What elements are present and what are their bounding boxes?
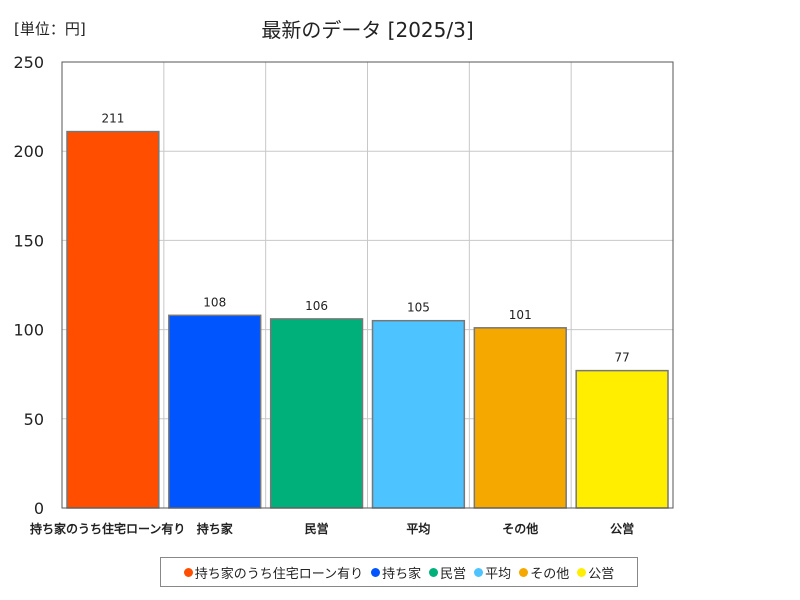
data-label: 106: [305, 299, 328, 313]
y-tick-label: 250: [13, 53, 44, 72]
x-tick-label: その他: [502, 521, 538, 536]
bar-2: [269, 318, 364, 509]
x-tick-label: 公営: [610, 521, 634, 536]
x-tick-label: 持ち家: [197, 521, 234, 536]
data-label: 77: [614, 351, 629, 365]
data-label: 101: [509, 308, 532, 322]
x-axis: 持ち家のうち住宅ローン有り 持ち家 民営 平均 その他 公営: [30, 521, 634, 536]
y-tick-label: 50: [24, 410, 44, 429]
bar-3: [371, 319, 466, 509]
legend-label: 平均: [485, 566, 512, 582]
legend-swatch: [371, 567, 381, 577]
y-tick-label: 0: [34, 499, 44, 518]
bar-5: [575, 369, 669, 509]
bar-4: [473, 327, 567, 509]
legend-label: その他: [530, 566, 570, 582]
legend-item: 民営: [429, 563, 466, 582]
legend: 持ち家のうち住宅ローン有り 持ち家 民営 平均 その他 公営: [160, 557, 638, 587]
legend-swatch: [519, 567, 529, 577]
x-tick-label: 持ち家のうち住宅ローン有り: [30, 521, 185, 536]
unit-label: [単位：円]: [14, 20, 86, 38]
legend-label: 持ち家: [382, 566, 422, 582]
bar-1: [168, 314, 262, 509]
y-tick-label: 150: [13, 231, 44, 250]
legend-label: 持ち家のうち住宅ローン有り: [194, 566, 364, 582]
y-tick-label: 100: [13, 321, 44, 340]
chart-title: 最新のデータ [2025/3]: [261, 18, 474, 42]
legend-label: 公営: [588, 566, 615, 582]
data-label: 105: [407, 301, 430, 315]
x-tick-label: 民営: [305, 521, 329, 536]
y-axis: 0 50 100 150 200 250: [13, 53, 44, 518]
legend-swatch: [183, 567, 193, 577]
legend-swatch: [429, 567, 439, 577]
legend-item: その他: [519, 563, 569, 582]
data-label: 211: [101, 112, 124, 126]
y-tick-label: 200: [13, 142, 44, 161]
legend-item: 公営: [577, 563, 614, 582]
legend-label: 民営: [440, 566, 467, 582]
legend-item: 平均: [474, 563, 511, 582]
data-label: 108: [203, 295, 226, 309]
bar-0: [66, 130, 160, 509]
x-tick-label: 平均: [406, 521, 430, 536]
legend-item: 持ち家のうち住宅ローン有り: [183, 563, 364, 582]
data-labels: 211 108 106 105 101 77: [101, 112, 629, 365]
plot-area-frame: [61, 61, 674, 509]
legend-swatch: [577, 567, 587, 577]
legend-swatch: [474, 567, 484, 577]
legend-item: 持ち家: [371, 563, 421, 582]
bars: [66, 130, 669, 509]
